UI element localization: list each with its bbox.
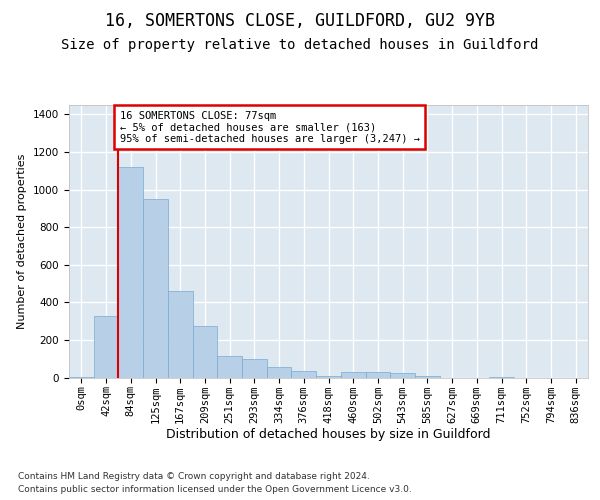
Bar: [267, 367, 292, 378]
Bar: [217, 356, 242, 378]
Y-axis label: Number of detached properties: Number of detached properties: [17, 154, 28, 329]
Bar: [168, 291, 193, 378]
Bar: [94, 316, 118, 378]
Bar: [242, 358, 267, 378]
Bar: [118, 167, 143, 378]
Bar: [489, 376, 514, 378]
Bar: [415, 376, 440, 378]
Bar: [292, 371, 316, 378]
Bar: [316, 376, 341, 378]
Text: 16 SOMERTONS CLOSE: 77sqm
← 5% of detached houses are smaller (163)
95% of semi-: 16 SOMERTONS CLOSE: 77sqm ← 5% of detach…: [119, 110, 419, 144]
Text: Contains public sector information licensed under the Open Government Licence v3: Contains public sector information licen…: [18, 485, 412, 494]
Bar: [193, 326, 217, 378]
Bar: [341, 372, 365, 378]
X-axis label: Distribution of detached houses by size in Guildford: Distribution of detached houses by size …: [166, 428, 491, 441]
Bar: [143, 199, 168, 378]
Bar: [69, 376, 94, 378]
Bar: [365, 372, 390, 378]
Text: Size of property relative to detached houses in Guildford: Size of property relative to detached ho…: [61, 38, 539, 52]
Text: Contains HM Land Registry data © Crown copyright and database right 2024.: Contains HM Land Registry data © Crown c…: [18, 472, 370, 481]
Bar: [390, 373, 415, 378]
Text: 16, SOMERTONS CLOSE, GUILDFORD, GU2 9YB: 16, SOMERTONS CLOSE, GUILDFORD, GU2 9YB: [105, 12, 495, 30]
